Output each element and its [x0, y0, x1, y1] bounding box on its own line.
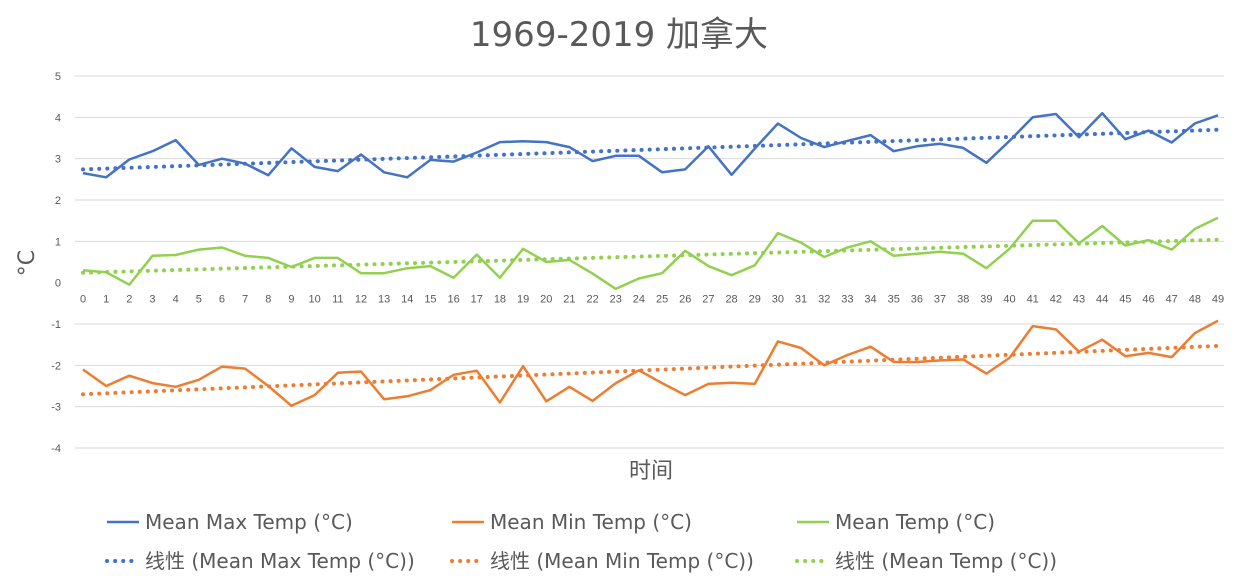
series-line: [82, 319, 1219, 408]
y-tick-label: 3: [55, 154, 61, 166]
trendlines: [81, 127, 1220, 397]
legend-label: Mean Min Temp (°C): [490, 510, 692, 534]
legend: Mean Max Temp (°C) Mean Min Temp (°C) Mean…: [105, 510, 1057, 573]
chart-title: 1969-2019 加拿大: [470, 15, 768, 55]
y-tick-label: 2: [55, 195, 61, 207]
y-axis-ticks: 5 4 3 2 1 0 -1 -2 -3 -4: [51, 71, 61, 455]
x-tick-label: 14: [401, 294, 413, 306]
x-tick-label: 48: [1189, 294, 1201, 306]
x-tick-label: 24: [633, 294, 645, 306]
x-tick-label: 5: [196, 294, 202, 306]
x-tick-label: 34: [864, 294, 876, 306]
gridlines: [75, 75, 1224, 449]
x-tick-label: 22: [586, 294, 598, 306]
x-tick-label: 36: [911, 294, 923, 306]
y-tick-label: 0: [55, 278, 61, 290]
trendline: [81, 237, 1220, 275]
legend-item: 线性 (Mean Max Temp (°C)): [105, 549, 415, 573]
x-tick-label: 13: [378, 294, 390, 306]
legend-label: Mean Max Temp (°C): [145, 510, 353, 534]
legend-label: Mean Temp (°C): [835, 510, 995, 534]
y-tick-label: 4: [55, 112, 61, 124]
x-tick-label: 27: [702, 294, 714, 306]
x-tick-label: 2: [126, 294, 132, 306]
x-tick-label: 0: [80, 294, 86, 306]
legend-label: 线性 (Mean Min Temp (°C)): [490, 549, 754, 573]
x-tick-label: 28: [725, 294, 737, 306]
x-tick-label: 44: [1096, 294, 1108, 306]
x-tick-label: 10: [309, 294, 321, 306]
x-tick-label: 19: [517, 294, 529, 306]
x-tick-label: 45: [1119, 294, 1131, 306]
trendline: [81, 343, 1220, 397]
y-tick-label: -1: [51, 319, 61, 331]
x-tick-label: 1: [103, 294, 109, 306]
x-tick-label: 49: [1212, 294, 1224, 306]
legend-item: 线性 (Mean Temp (°C)): [795, 549, 1057, 573]
x-tick-label: 3: [149, 294, 155, 306]
x-tick-label: 46: [1142, 294, 1154, 306]
x-tick-label: 6: [219, 294, 225, 306]
series-line: [82, 111, 1219, 179]
x-tick-label: 42: [1050, 294, 1062, 306]
x-tick-label: 29: [749, 294, 761, 306]
x-tick-label: 15: [424, 294, 436, 306]
x-tick-label: 4: [173, 294, 179, 306]
x-tick-label: 25: [656, 294, 668, 306]
x-tick-label: 40: [1003, 294, 1015, 306]
x-tick-label: 47: [1166, 294, 1178, 306]
x-tick-label: 43: [1073, 294, 1085, 306]
x-tick-label: 31: [795, 294, 807, 306]
x-tick-label: 37: [934, 294, 946, 306]
trendline: [81, 127, 1220, 172]
x-tick-label: 8: [265, 294, 271, 306]
legend-label: 线性 (Mean Max Temp (°C)): [145, 549, 415, 573]
legend-item: Mean Temp (°C): [797, 510, 995, 534]
y-axis-title: °C: [15, 250, 40, 276]
legend-item: 线性 (Mean Min Temp (°C)): [450, 549, 754, 573]
x-tick-label: 17: [471, 294, 483, 306]
y-tick-label: 5: [55, 71, 61, 83]
x-tick-label: 21: [563, 294, 575, 306]
y-tick-label: 1: [55, 236, 61, 248]
series-lines: [82, 111, 1219, 408]
x-tick-label: 9: [288, 294, 294, 306]
x-tick-label: 35: [888, 294, 900, 306]
x-tick-label: 30: [772, 294, 784, 306]
x-tick-label: 12: [355, 294, 367, 306]
y-tick-label: -3: [51, 402, 61, 414]
x-tick-label: 20: [540, 294, 552, 306]
x-tick-label: 26: [679, 294, 691, 306]
x-tick-label: 23: [610, 294, 622, 306]
x-axis-title: 时间: [629, 459, 673, 484]
x-tick-label: 11: [332, 294, 343, 306]
x-tick-label: 41: [1027, 294, 1039, 306]
legend-label: 线性 (Mean Temp (°C)): [835, 549, 1057, 573]
x-tick-label: 33: [841, 294, 853, 306]
series-line: [82, 216, 1219, 291]
x-tick-label: 32: [818, 294, 830, 306]
x-tick-label: 39: [980, 294, 992, 306]
x-tick-label: 16: [447, 294, 459, 306]
x-tick-label: 7: [242, 294, 248, 306]
x-tick-label: 18: [494, 294, 506, 306]
y-tick-label: -4: [51, 443, 61, 455]
x-tick-label: 38: [957, 294, 969, 306]
legend-item: Mean Min Temp (°C): [452, 510, 692, 534]
y-tick-label: -2: [51, 360, 61, 372]
legend-item: Mean Max Temp (°C): [107, 510, 353, 534]
x-axis-ticks: 0 1 2 3 4 5 6 7 8 9 10 11 12 13 14 15 16 17 18 19 20 21 22 23 24…: [80, 294, 1224, 306]
